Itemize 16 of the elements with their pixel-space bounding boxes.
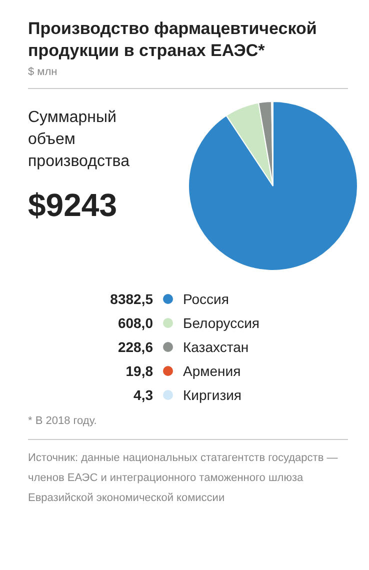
text: $9243 [28,187,117,224]
legend-label: Армения [183,363,242,379]
data-label: 228,6 [116,339,153,355]
text: Источник: данные национальных статагентств государств — членов ЕАЭС и интеграционного таможенного шлюза Евразийской экономической комиссии [28,451,339,506]
data-label: 608,0 [116,315,153,331]
chart-title: Производство фармацевтической продукции в странах ЕАЭС* [28,18,318,62]
text: Суммарный объем производства [28,108,130,172]
data-label: 19,8 [124,363,153,379]
legend-label: Белоруссия [183,315,260,331]
data-label: 8382,5 [109,291,153,307]
legend-label: Киргизия [183,387,243,403]
chart-subtitle: $ млн [28,66,58,78]
data-label: 4,3 [132,387,153,403]
legend-label: Россия [183,291,230,307]
text: * В 2018 году. [28,415,98,427]
legend-label: Казахстан [183,339,250,355]
